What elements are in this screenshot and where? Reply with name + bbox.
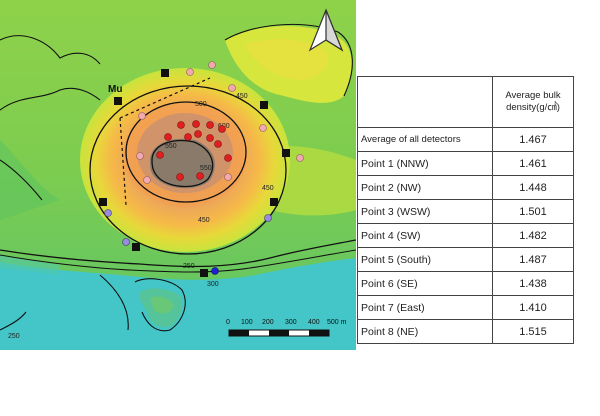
row-label: Average of all detectors [357,127,493,152]
table-row: Average of all detectors 1.467 [357,127,574,152]
row-label: Point 5 (South) [357,247,493,272]
measurement-point [192,120,200,128]
table-header-blank [357,76,493,128]
blue-point [211,267,219,275]
row-label: Point 2 (NW) [357,175,493,200]
measurement-point [164,133,172,141]
north-arrow-icon [308,8,344,52]
detector-marker [132,243,140,251]
table-header-density: Average bulk density(g/㎤) [492,76,574,128]
contour-450-outer [89,85,287,255]
mu-label: Mu [108,84,122,95]
measurement-point [208,61,216,69]
contour-label: 450 [198,217,210,224]
scale-tick: 100 [241,319,253,326]
measurement-point [206,134,214,142]
table-row: Point 3 (WSW) 1.501 [357,199,574,224]
measurement-point [138,112,146,120]
measurement-point [218,125,226,133]
contour-label: 300 [207,281,219,288]
contour-label: 550 [165,143,177,150]
detector-marker [270,198,278,206]
contour-label: 550 [200,165,212,172]
row-label: Point 6 (SE) [357,271,493,296]
table-row: Point 1 (NNW) 1.461 [357,151,574,176]
contour-label: 250 [8,333,20,340]
scale-bar: 0 100 200 300 400 500 m [226,319,347,337]
row-value: 1.501 [492,199,574,224]
scale-tick: 300 [285,319,297,326]
dashed-rim [119,77,211,206]
scale-tick: 200 [262,319,274,326]
measurement-point [224,154,232,162]
measurement-point [136,152,144,160]
measurement-point [176,173,184,181]
table-row: Point 7 (East) 1.410 [357,295,574,320]
row-value: 1.448 [492,175,574,200]
measurement-point [156,151,164,159]
row-value: 1.515 [492,319,574,344]
table-row: Point 8 (NE) 1.515 [357,319,574,344]
row-label: Point 8 (NE) [357,319,493,344]
measurement-point [104,209,112,217]
measurement-point [194,130,202,138]
row-value: 1.467 [492,127,574,152]
measurement-point [259,124,267,132]
measurement-point [143,176,151,184]
detector-marker [260,101,268,109]
contour-label: 250 [183,263,195,270]
measurement-point [184,133,192,141]
row-value: 1.410 [492,295,574,320]
table-row: Point 5 (South) 1.487 [357,247,574,272]
detector-marker [200,269,208,277]
red-points [156,120,232,181]
detector-marker [99,198,107,206]
row-label: Point 7 (East) [357,295,493,320]
contour-label: 500 [195,101,207,108]
row-value: 1.482 [492,223,574,248]
scale-tick: 0 [226,319,230,326]
measurement-point [122,238,130,246]
row-label: Point 4 (SW) [357,223,493,248]
measurement-point [296,154,304,162]
topographic-map: 500 450 550 600 550 450 450 250 300 250 … [0,0,356,350]
table-row: Point 4 (SW) 1.482 [357,223,574,248]
contour-500 [125,101,247,203]
row-value: 1.438 [492,271,574,296]
row-value: 1.461 [492,151,574,176]
detector-marker [282,149,290,157]
contour-550-inner [151,140,214,188]
row-value: 1.487 [492,247,574,272]
violet-points [104,209,272,246]
table-row: Point 6 (SE) 1.438 [357,271,574,296]
measurement-point [264,214,272,222]
detector-markers [99,69,290,277]
scale-tick: 400 [308,319,320,326]
measurement-point [196,172,204,180]
density-table: Average bulk density(g/㎤) Average of all… [357,76,574,344]
pink-points [136,61,304,184]
contour-250 [0,239,356,268]
row-label: Point 3 (WSW) [357,199,493,224]
detector-marker [161,69,169,77]
measurement-point [177,121,185,129]
contour-label: 450 [262,185,274,192]
measurement-point [214,140,222,148]
detector-marker [114,97,122,105]
row-label: Point 1 (NNW) [357,151,493,176]
measurement-point [206,121,214,129]
measurement-point [228,84,236,92]
contour-label: 450 [236,93,248,100]
measurement-point [224,173,232,181]
scale-tick: 500 m [327,319,347,326]
table-row: Point 2 (NW) 1.448 [357,175,574,200]
measurement-point [186,68,194,76]
